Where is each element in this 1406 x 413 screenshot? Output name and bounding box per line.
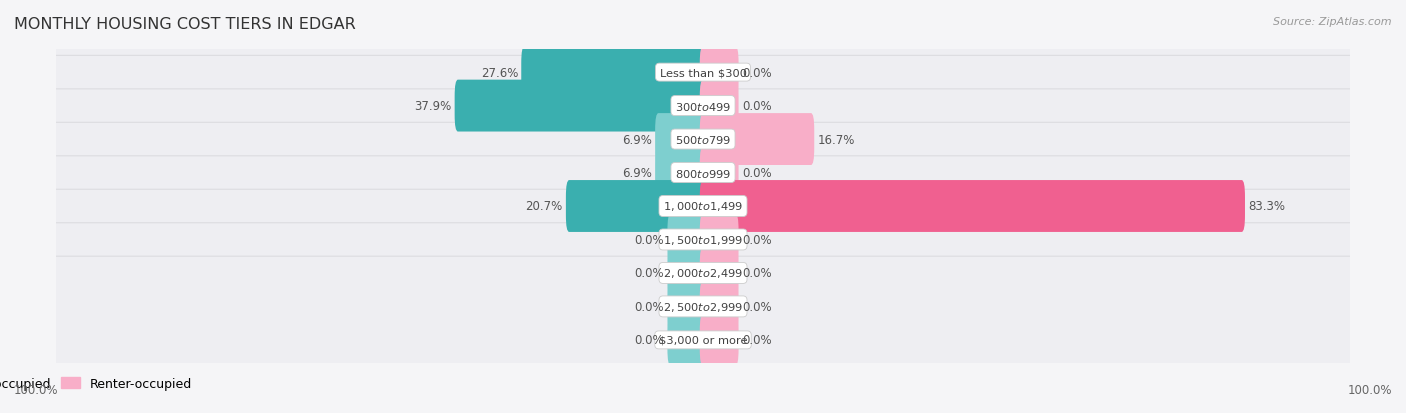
- FancyBboxPatch shape: [700, 114, 814, 166]
- Text: 0.0%: 0.0%: [742, 233, 772, 247]
- Text: 0.0%: 0.0%: [742, 267, 772, 280]
- FancyBboxPatch shape: [700, 180, 1244, 233]
- Text: 0.0%: 0.0%: [742, 66, 772, 79]
- Text: $3,000 or more: $3,000 or more: [659, 335, 747, 345]
- Text: 100.0%: 100.0%: [1347, 384, 1392, 396]
- Text: $2,500 to $2,999: $2,500 to $2,999: [664, 300, 742, 313]
- Text: 0.0%: 0.0%: [742, 334, 772, 347]
- FancyBboxPatch shape: [454, 81, 706, 132]
- FancyBboxPatch shape: [668, 281, 706, 332]
- FancyBboxPatch shape: [700, 47, 738, 99]
- FancyBboxPatch shape: [44, 23, 1362, 190]
- FancyBboxPatch shape: [44, 90, 1362, 256]
- FancyBboxPatch shape: [522, 47, 706, 99]
- FancyBboxPatch shape: [44, 123, 1362, 290]
- Text: MONTHLY HOUSING COST TIERS IN EDGAR: MONTHLY HOUSING COST TIERS IN EDGAR: [14, 17, 356, 31]
- Legend: Owner-occupied, Renter-occupied: Owner-occupied, Renter-occupied: [0, 372, 197, 395]
- Text: 0.0%: 0.0%: [634, 300, 664, 313]
- FancyBboxPatch shape: [700, 147, 738, 199]
- Text: 0.0%: 0.0%: [742, 100, 772, 113]
- Text: 0.0%: 0.0%: [742, 166, 772, 180]
- FancyBboxPatch shape: [655, 147, 706, 199]
- FancyBboxPatch shape: [668, 314, 706, 366]
- FancyBboxPatch shape: [44, 256, 1362, 413]
- Text: $1,000 to $1,499: $1,000 to $1,499: [664, 200, 742, 213]
- FancyBboxPatch shape: [700, 214, 738, 266]
- Text: 83.3%: 83.3%: [1249, 200, 1285, 213]
- FancyBboxPatch shape: [700, 281, 738, 332]
- Text: $300 to $499: $300 to $499: [675, 100, 731, 112]
- Text: Source: ZipAtlas.com: Source: ZipAtlas.com: [1274, 17, 1392, 26]
- Text: Less than $300: Less than $300: [659, 68, 747, 78]
- FancyBboxPatch shape: [565, 180, 706, 233]
- Text: 27.6%: 27.6%: [481, 66, 517, 79]
- Text: $800 to $999: $800 to $999: [675, 167, 731, 179]
- FancyBboxPatch shape: [700, 81, 738, 132]
- Text: 6.9%: 6.9%: [621, 133, 652, 146]
- FancyBboxPatch shape: [44, 0, 1362, 157]
- Text: 0.0%: 0.0%: [634, 267, 664, 280]
- Text: 100.0%: 100.0%: [14, 384, 59, 396]
- FancyBboxPatch shape: [668, 214, 706, 266]
- FancyBboxPatch shape: [44, 157, 1362, 323]
- Text: 0.0%: 0.0%: [742, 300, 772, 313]
- Text: 20.7%: 20.7%: [526, 200, 562, 213]
- Text: 37.9%: 37.9%: [415, 100, 451, 113]
- Text: 0.0%: 0.0%: [634, 233, 664, 247]
- FancyBboxPatch shape: [668, 247, 706, 299]
- FancyBboxPatch shape: [700, 247, 738, 299]
- FancyBboxPatch shape: [44, 190, 1362, 357]
- FancyBboxPatch shape: [655, 114, 706, 166]
- Text: $500 to $799: $500 to $799: [675, 134, 731, 146]
- FancyBboxPatch shape: [44, 56, 1362, 223]
- Text: 16.7%: 16.7%: [817, 133, 855, 146]
- Text: 0.0%: 0.0%: [634, 334, 664, 347]
- FancyBboxPatch shape: [44, 223, 1362, 390]
- Text: $2,000 to $2,499: $2,000 to $2,499: [664, 267, 742, 280]
- FancyBboxPatch shape: [700, 314, 738, 366]
- Text: $1,500 to $1,999: $1,500 to $1,999: [664, 233, 742, 247]
- Text: 6.9%: 6.9%: [621, 166, 652, 180]
